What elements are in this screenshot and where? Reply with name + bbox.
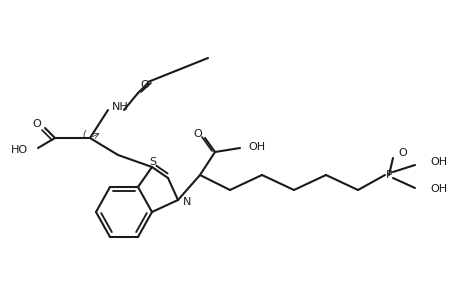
Text: P: P [386,170,392,180]
Text: OH: OH [430,184,447,194]
Text: OH: OH [430,157,447,167]
Text: O: O [398,148,407,158]
Text: O: O [141,80,149,90]
Text: (: ( [83,131,85,139]
Text: N: N [183,197,191,207]
Text: OH: OH [248,142,265,152]
Text: S: S [150,157,157,167]
Text: NH: NH [112,102,129,112]
Text: O: O [194,129,202,139]
Text: O: O [33,119,42,129]
Text: HO: HO [11,145,28,155]
